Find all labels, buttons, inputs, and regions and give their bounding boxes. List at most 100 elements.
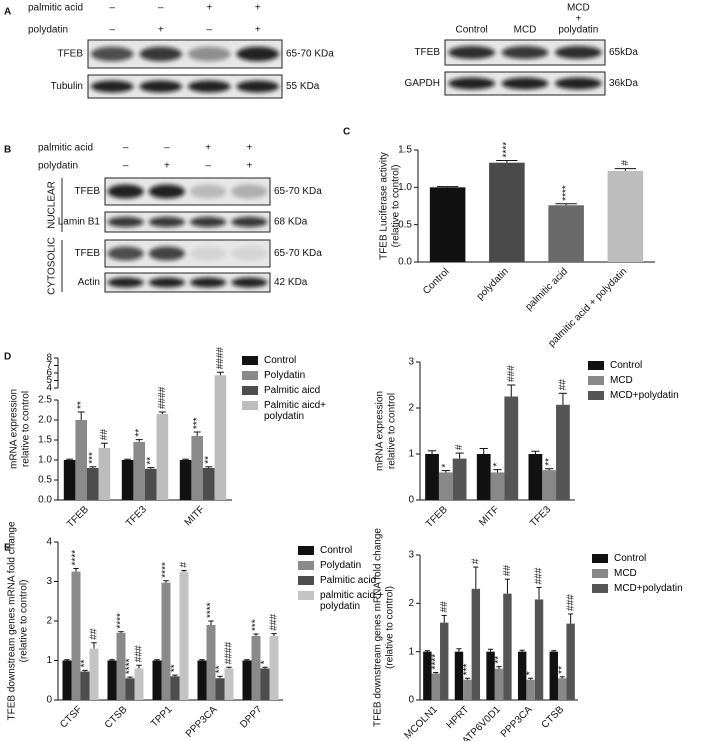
treatment-sign: –	[123, 161, 129, 172]
bar	[566, 623, 575, 700]
significance-label: **	[203, 456, 214, 464]
x-tick-label: MITF	[477, 504, 501, 528]
legend-text: Control	[614, 553, 647, 564]
legend-item: Palmitic acid	[298, 575, 415, 586]
blot-band	[189, 184, 227, 199]
significance-label: ****	[561, 185, 572, 201]
significance-label: ****	[71, 550, 82, 566]
bar	[526, 679, 535, 700]
significance-label: **	[544, 458, 555, 466]
blot-strip	[104, 211, 271, 233]
bar	[463, 679, 472, 700]
y-tick-label: 2.0	[38, 415, 52, 426]
significance-label: #	[620, 160, 631, 166]
bar	[206, 624, 216, 700]
y-tick-label: 0.5	[398, 219, 412, 230]
treatment-sign: –	[164, 143, 170, 154]
blot-band	[148, 184, 186, 199]
blot-strip	[104, 272, 271, 293]
legend-text: Control	[264, 355, 297, 366]
bar	[490, 472, 505, 500]
y-axis-label: (relative to control)	[391, 165, 402, 248]
y-axis-label: relative to control	[387, 393, 398, 469]
blot-band	[107, 246, 144, 261]
x-tick-label: polydatin	[475, 266, 511, 302]
treatment-sign: +	[158, 25, 164, 36]
significance-label: *	[492, 463, 503, 467]
blot-band	[107, 277, 144, 288]
blot-band	[139, 80, 183, 93]
blot-strip	[87, 74, 283, 99]
significance-label: #	[454, 444, 465, 450]
y-tick-label: 1.5	[38, 435, 52, 446]
y-tick-label: 2	[408, 403, 414, 414]
blot-band	[231, 277, 268, 288]
bar	[425, 454, 439, 500]
panel-label: D	[4, 352, 11, 363]
significance-label: ####	[157, 386, 168, 409]
blot-band	[236, 46, 280, 62]
bar	[215, 678, 225, 700]
legend: Control Polydatin Palmitic acid palmitic ac…	[298, 545, 415, 616]
significance-label: **	[80, 659, 91, 667]
blot-band	[231, 184, 268, 199]
treatment-sign: +	[255, 25, 261, 36]
legend-swatch	[242, 386, 258, 395]
legend-text: MCD	[610, 375, 633, 386]
y-tick-label: 6	[46, 368, 52, 379]
bar	[557, 678, 567, 700]
bar	[121, 460, 134, 500]
legend-swatch	[298, 561, 314, 570]
bar	[161, 582, 171, 700]
legend-text: Control	[610, 360, 643, 371]
x-tick-label: TFEB	[424, 504, 450, 530]
legend-swatch	[242, 356, 258, 365]
protein-label: TFEB	[74, 186, 100, 197]
x-tick-label: TFEB	[65, 504, 91, 530]
significance-label: ***	[462, 663, 473, 675]
significance-label: **	[170, 664, 181, 672]
legend-item: Control	[588, 360, 679, 371]
bar	[452, 458, 467, 500]
y-tick-label: 3	[408, 550, 414, 561]
legend-swatch	[298, 591, 314, 600]
size-label: 65-70 KDa	[274, 186, 322, 197]
legend-text: MCD	[614, 568, 637, 579]
protein-label: TFEB	[74, 248, 100, 259]
treatment-sign: +	[246, 143, 252, 154]
blot-band	[139, 46, 183, 62]
blot-band	[90, 46, 134, 62]
significance-label: ####	[224, 642, 235, 665]
y-tick-label: 1.5	[398, 145, 412, 156]
bar	[542, 470, 557, 500]
significance-label: *	[525, 671, 536, 675]
legend-text: Polydatin	[320, 560, 362, 571]
panel-label: B	[4, 145, 11, 156]
bar	[454, 651, 464, 700]
blot-band	[448, 46, 496, 59]
bar	[260, 668, 270, 700]
bar	[179, 571, 189, 700]
legend-swatch	[592, 554, 608, 563]
blot-band	[189, 216, 227, 228]
blot-band	[107, 216, 144, 228]
y-tick-label: 1	[46, 655, 52, 666]
legend: Control Polydatin Palmitic aicd Palmitic ai…	[242, 355, 359, 426]
legend-text: Palmitic aicd	[264, 385, 321, 396]
legend-item: palmitic acid + polydatin	[298, 590, 415, 612]
protein-label: TFEB	[57, 49, 83, 60]
bar	[116, 632, 126, 700]
significance-label: **	[134, 429, 145, 437]
bar	[471, 588, 481, 700]
y-tick-label: 7	[46, 360, 52, 371]
y-tick-label: 4	[46, 383, 52, 394]
column-label: polydatin	[558, 25, 598, 36]
blot-band	[236, 80, 280, 93]
y-tick-label: 1	[408, 449, 414, 460]
panel-label: C	[343, 127, 350, 138]
significance-label: **	[557, 666, 568, 674]
y-tick-label: 2	[46, 616, 52, 627]
bar	[224, 668, 234, 700]
bar	[556, 404, 570, 500]
bar	[549, 651, 558, 700]
